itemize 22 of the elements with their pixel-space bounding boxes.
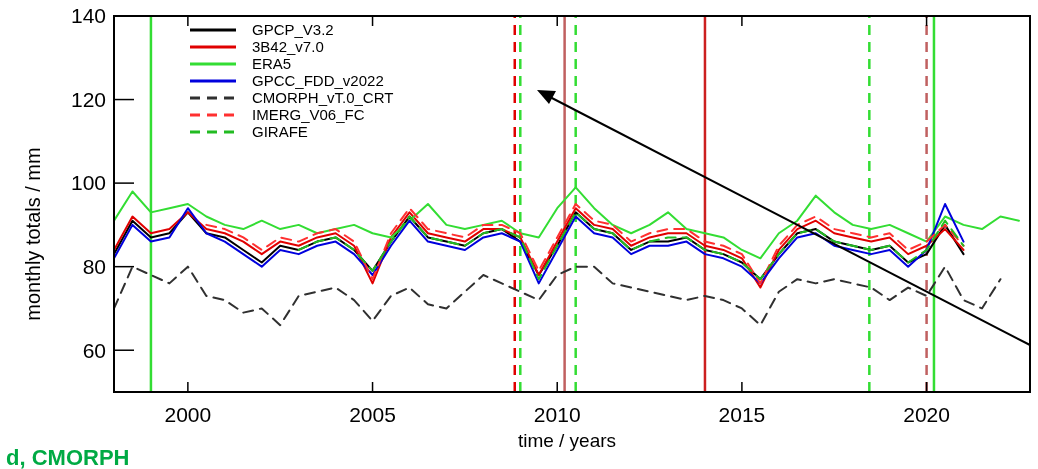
x-tick-label: 2015 bbox=[718, 403, 766, 426]
legend-label: CMORPH_vT.0_CRT bbox=[252, 89, 394, 107]
x-tick-label: 2005 bbox=[349, 403, 396, 426]
x-tick-label: 2020 bbox=[903, 403, 950, 426]
y-tick-label: 80 bbox=[82, 255, 106, 279]
y-tick-label: 120 bbox=[70, 87, 106, 111]
x-tick-label: 2010 bbox=[533, 403, 581, 426]
legend-label: GIRAFE bbox=[252, 123, 308, 141]
legend-label: IMERG_V06_FC bbox=[252, 106, 365, 124]
y-axis-title: monthly totals / mm bbox=[22, 147, 44, 321]
x-tick-label: 2000 bbox=[164, 403, 212, 426]
legend-label: 3B42_v7.0 bbox=[252, 38, 324, 56]
line-series bbox=[297, 211, 965, 281]
y-tick-label: 100 bbox=[70, 171, 106, 195]
line-series bbox=[114, 265, 1002, 327]
y-tick-label: 60 bbox=[82, 338, 106, 362]
legend-label: ERA5 bbox=[252, 55, 292, 73]
text: d, CMORPH bbox=[6, 445, 130, 469]
legend-label: GPCP_V3.2 bbox=[252, 21, 334, 39]
x-axis-title: time / years bbox=[517, 430, 617, 451]
legend-label: GPCC_FDD_v2022 bbox=[252, 72, 384, 90]
y-tick-label: 140 bbox=[70, 4, 106, 28]
